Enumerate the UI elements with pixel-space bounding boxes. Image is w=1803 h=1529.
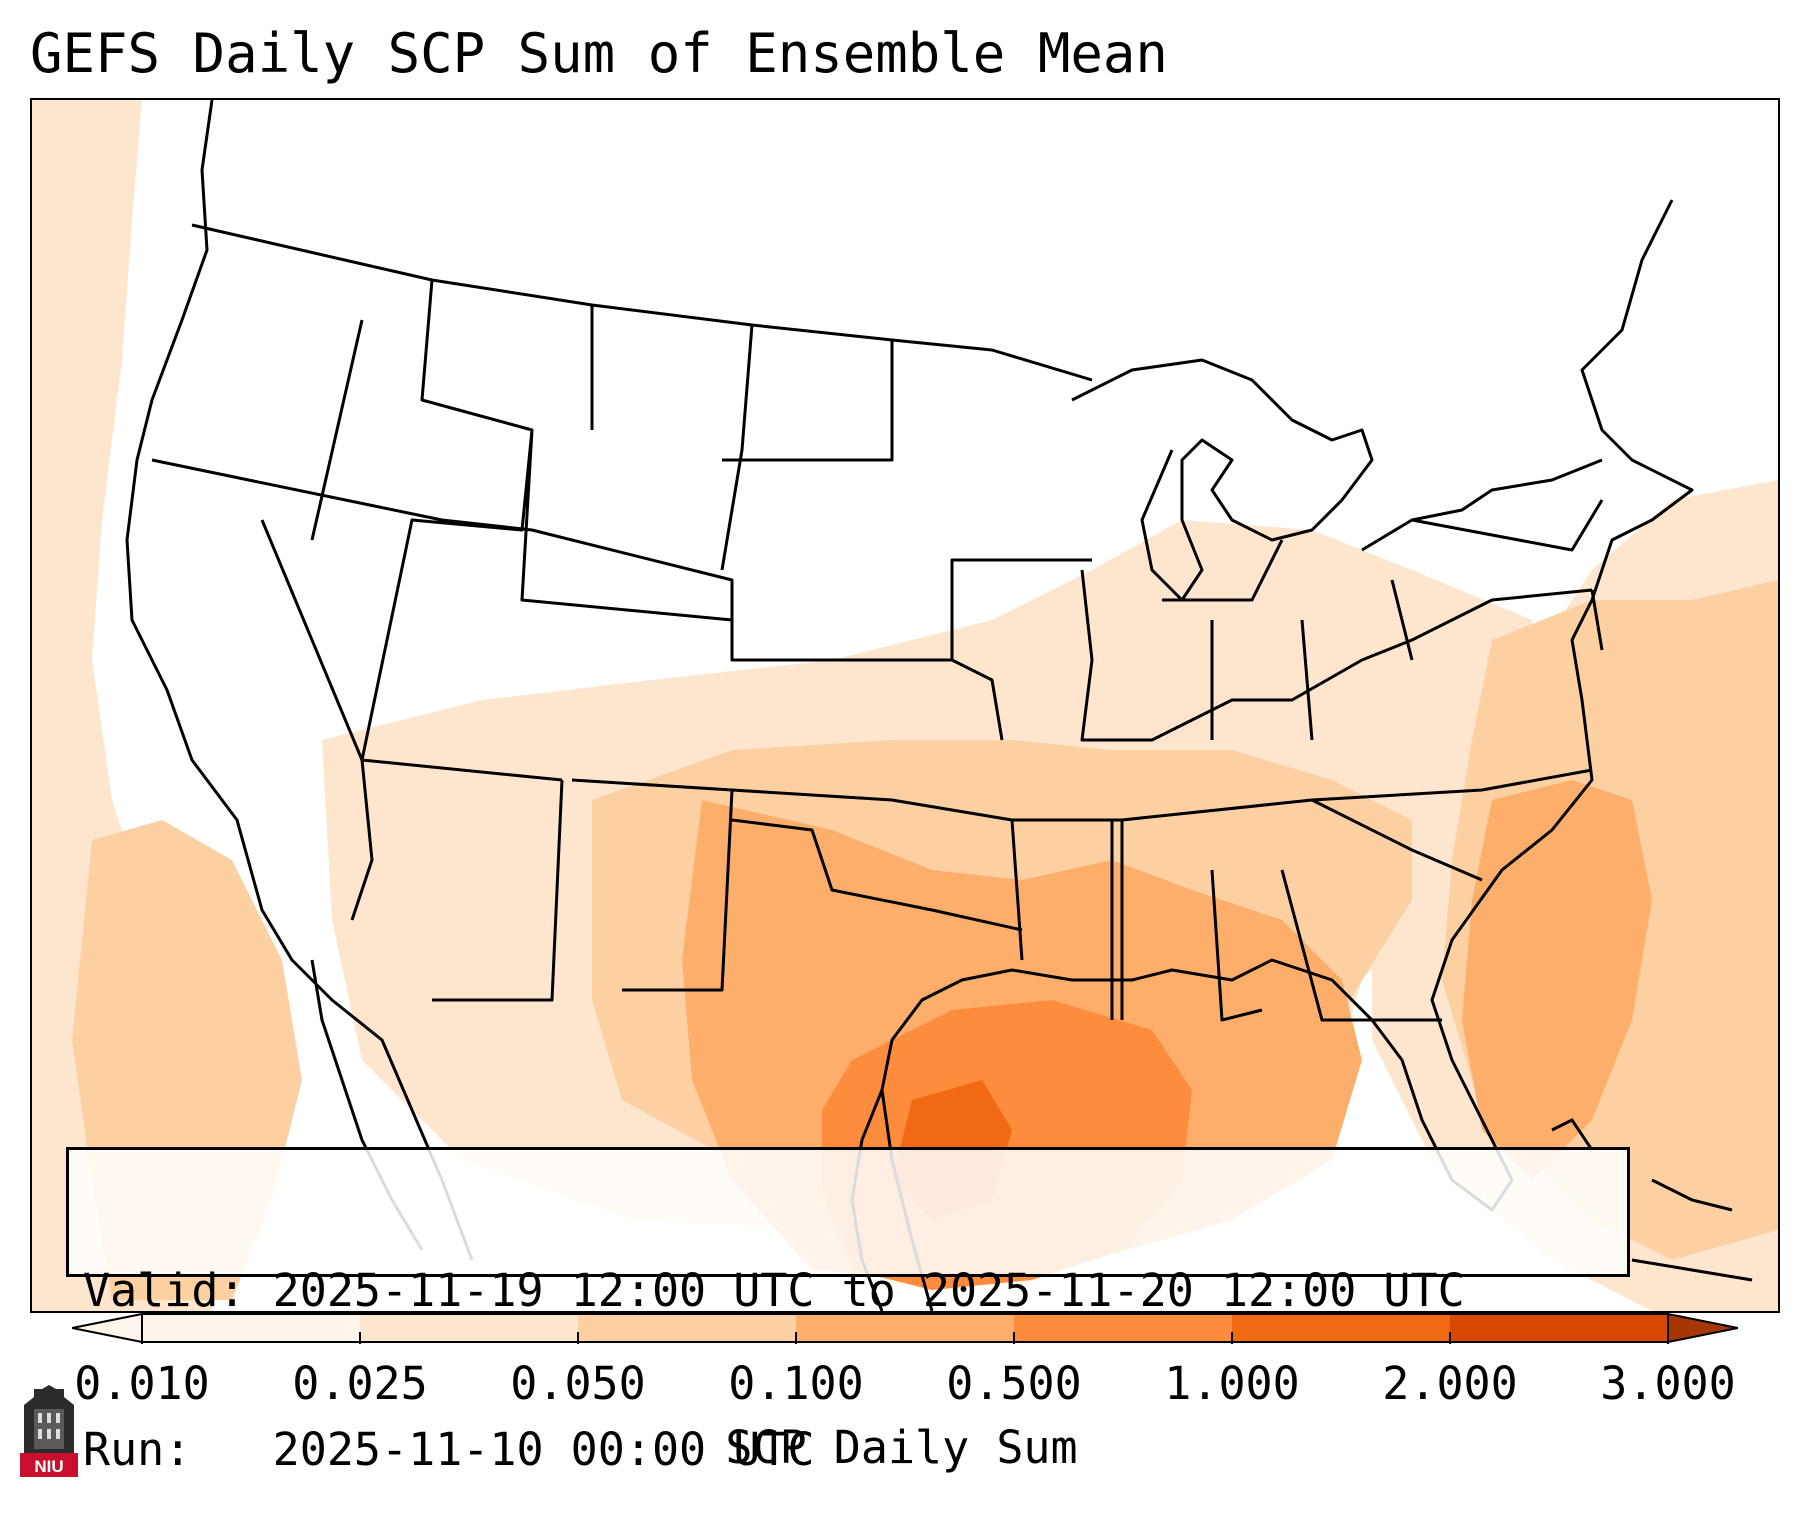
- validity-info-box: Valid: 2025-11-19 12:00 UTC to 2025-11-2…: [66, 1147, 1630, 1476]
- west-coastline: [125, 100, 474, 1261]
- colorbar-tick-label: 0.050: [510, 1357, 646, 1410]
- colorbar-outline: [141, 1313, 1669, 1343]
- caribbean-islands: [1551, 1118, 1753, 1282]
- map-canvas: [32, 100, 1778, 1311]
- colorbar-extend-high: [1667, 1312, 1738, 1344]
- colorbar-segment: [360, 1314, 579, 1342]
- colorbar-tick-label: 0.010: [74, 1357, 210, 1410]
- colorbar-extend-low: [72, 1312, 143, 1344]
- colorbar-tick-label: 0.025: [292, 1357, 428, 1410]
- colorbar-segment: [1450, 1314, 1669, 1342]
- colorbar-segment: [142, 1314, 361, 1342]
- us-canada-border: [191, 223, 1093, 382]
- colorbar-segment: [578, 1314, 797, 1342]
- niu-logo-icon: NIU: [20, 1385, 78, 1477]
- colorbar-segment: [1232, 1314, 1451, 1342]
- lake-erie-ontario: [1361, 458, 1603, 552]
- state-lines: [151, 279, 1604, 1022]
- run-time-text: Run: 2025-11-10 00:00 UTC: [83, 1423, 815, 1476]
- map-title: GEFS Daily SCP Sum of Ensemble Mean: [30, 22, 1168, 85]
- colorbar-segments: [72, 1312, 1738, 1344]
- colorbar-tick-label: 0.500: [946, 1357, 1082, 1410]
- valid-time-text: Valid: 2025-11-19 12:00 UTC to 2025-11-2…: [83, 1264, 1465, 1317]
- colorbar-segment: [796, 1314, 1015, 1342]
- svg-text:NIU: NIU: [34, 1457, 63, 1476]
- colorbar-segment: [1014, 1314, 1233, 1342]
- map-panel: [30, 98, 1780, 1313]
- colorbar-tick-label: 2.000: [1382, 1357, 1518, 1410]
- colorbar-label: SCP Daily Sum: [725, 1421, 1078, 1474]
- colorbar-tick-label: 1.000: [1164, 1357, 1300, 1410]
- scp-shading: [32, 100, 1778, 1311]
- colorbar-tick-label: 3.000: [1600, 1357, 1736, 1410]
- great-lakes: [1071, 358, 1374, 602]
- colorbar: [72, 1312, 1738, 1344]
- colorbar-ticks: [141, 1332, 1669, 1344]
- colorbar-tick-label: 0.100: [728, 1357, 864, 1410]
- scp-region-se-moderate: [1462, 780, 1652, 1180]
